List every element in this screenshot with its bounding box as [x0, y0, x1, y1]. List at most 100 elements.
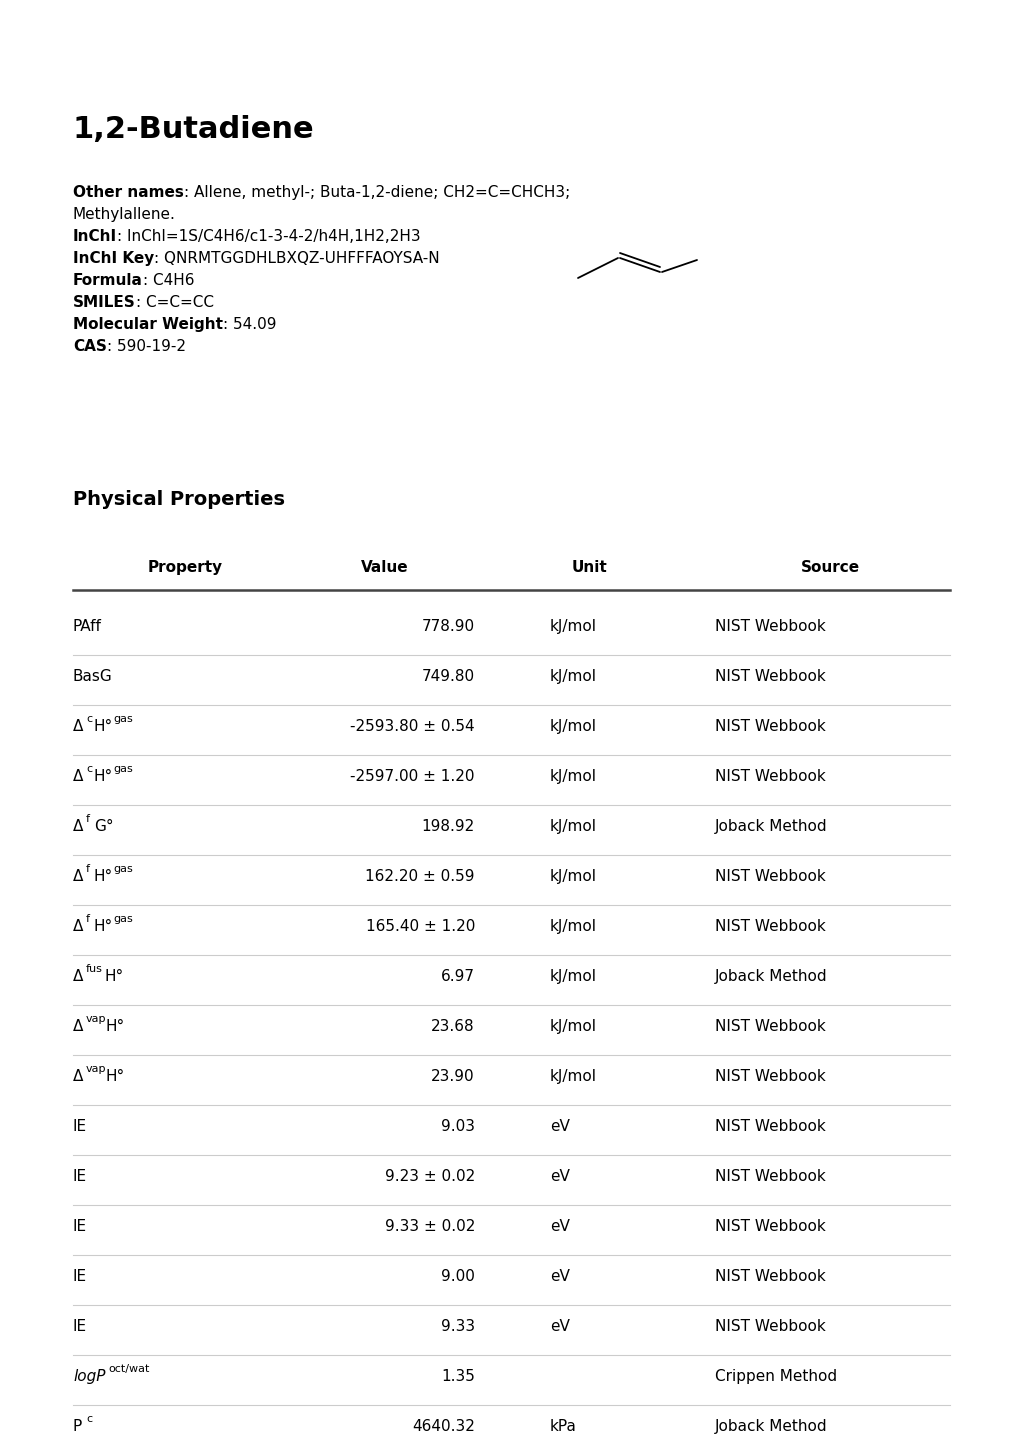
Text: H°: H°: [94, 870, 113, 884]
Text: H°: H°: [94, 919, 113, 934]
Text: eV: eV: [549, 1218, 570, 1234]
Text: 9.23 ± 0.02: 9.23 ± 0.02: [384, 1169, 475, 1184]
Text: CAS: CAS: [73, 339, 107, 353]
Text: Unit: Unit: [572, 559, 607, 575]
Text: Molecular Weight: Molecular Weight: [73, 317, 223, 332]
Text: IE: IE: [73, 1319, 87, 1334]
Text: Δ: Δ: [73, 969, 84, 983]
Text: NIST Webbook: NIST Webbook: [714, 769, 825, 784]
Text: gas: gas: [113, 764, 132, 774]
Text: eV: eV: [549, 1269, 570, 1283]
Text: c: c: [86, 1415, 92, 1425]
Text: fus: fus: [86, 965, 103, 973]
Text: kJ/mol: kJ/mol: [549, 720, 596, 734]
Text: oct/wat: oct/wat: [108, 1364, 149, 1374]
Text: kJ/mol: kJ/mol: [549, 969, 596, 983]
Text: -2593.80 ± 0.54: -2593.80 ± 0.54: [351, 720, 475, 734]
Text: Methylallene.: Methylallene.: [73, 208, 175, 222]
Text: Physical Properties: Physical Properties: [73, 490, 284, 509]
Text: kJ/mol: kJ/mol: [549, 769, 596, 784]
Text: NIST Webbook: NIST Webbook: [714, 1169, 825, 1184]
Text: InChI Key: InChI Key: [73, 251, 154, 265]
Text: vap: vap: [86, 1014, 106, 1024]
Text: NIST Webbook: NIST Webbook: [714, 1019, 825, 1034]
Text: NIST Webbook: NIST Webbook: [714, 919, 825, 934]
Text: Δ: Δ: [73, 720, 84, 734]
Text: 9.33: 9.33: [440, 1319, 475, 1334]
Text: 778.90: 778.90: [422, 619, 475, 634]
Text: IE: IE: [73, 1269, 87, 1283]
Text: InChI: InChI: [73, 229, 117, 244]
Text: vap: vap: [86, 1064, 106, 1074]
Text: NIST Webbook: NIST Webbook: [714, 1269, 825, 1283]
Text: NIST Webbook: NIST Webbook: [714, 1319, 825, 1334]
Text: 6.97: 6.97: [440, 969, 475, 983]
Text: Joback Method: Joback Method: [714, 969, 826, 983]
Text: eV: eV: [549, 1319, 570, 1334]
Text: kJ/mol: kJ/mol: [549, 919, 596, 934]
Text: IE: IE: [73, 1218, 87, 1234]
Text: G°: G°: [94, 819, 113, 833]
Text: logP: logP: [73, 1368, 105, 1384]
Text: 4640.32: 4640.32: [412, 1419, 475, 1433]
Text: Δ: Δ: [73, 870, 84, 884]
Text: NIST Webbook: NIST Webbook: [714, 1069, 825, 1084]
Text: kJ/mol: kJ/mol: [549, 819, 596, 833]
Text: 1,2-Butadiene: 1,2-Butadiene: [73, 115, 314, 144]
Text: : 54.09: : 54.09: [223, 317, 276, 332]
Text: NIST Webbook: NIST Webbook: [714, 870, 825, 884]
Text: kJ/mol: kJ/mol: [549, 1069, 596, 1084]
Text: Δ: Δ: [73, 919, 84, 934]
Text: : 590-19-2: : 590-19-2: [107, 339, 185, 353]
Text: gas: gas: [113, 864, 132, 874]
Text: 23.68: 23.68: [431, 1019, 475, 1034]
Text: Joback Method: Joback Method: [714, 1419, 826, 1433]
Text: 749.80: 749.80: [422, 669, 475, 684]
Text: -2597.00 ± 1.20: -2597.00 ± 1.20: [351, 769, 475, 784]
Text: kJ/mol: kJ/mol: [549, 619, 596, 634]
Text: eV: eV: [549, 1169, 570, 1184]
Text: Crippen Method: Crippen Method: [714, 1368, 837, 1384]
Text: Δ: Δ: [73, 1019, 84, 1034]
Text: c: c: [86, 764, 92, 774]
Text: 23.90: 23.90: [431, 1069, 475, 1084]
Text: H°: H°: [106, 1069, 125, 1084]
Text: eV: eV: [549, 1119, 570, 1133]
Text: Joback Method: Joback Method: [714, 819, 826, 833]
Text: : Allene, methyl-; Buta-1,2-diene; CH2=C=CHCH3;: : Allene, methyl-; Buta-1,2-diene; CH2=C…: [183, 185, 570, 200]
Text: NIST Webbook: NIST Webbook: [714, 669, 825, 684]
Text: f: f: [86, 813, 90, 823]
Text: H°: H°: [94, 720, 113, 734]
Text: : InChI=1S/C4H6/c1-3-4-2/h4H,1H2,2H3: : InChI=1S/C4H6/c1-3-4-2/h4H,1H2,2H3: [117, 229, 421, 244]
Text: f: f: [86, 914, 90, 924]
Text: kJ/mol: kJ/mol: [549, 870, 596, 884]
Text: 165.40 ± 1.20: 165.40 ± 1.20: [365, 919, 475, 934]
Text: H°: H°: [106, 1019, 125, 1034]
Text: Source: Source: [800, 559, 859, 575]
Text: 1.35: 1.35: [440, 1368, 475, 1384]
Text: H°: H°: [94, 769, 113, 784]
Text: : C4H6: : C4H6: [143, 273, 195, 288]
Text: Δ: Δ: [73, 769, 84, 784]
Text: SMILES: SMILES: [73, 296, 136, 310]
Text: Value: Value: [361, 559, 409, 575]
Text: 9.33 ± 0.02: 9.33 ± 0.02: [384, 1218, 475, 1234]
Text: gas: gas: [113, 714, 132, 724]
Text: 9.00: 9.00: [440, 1269, 475, 1283]
Text: Property: Property: [148, 559, 222, 575]
Text: IE: IE: [73, 1119, 87, 1133]
Text: 9.03: 9.03: [440, 1119, 475, 1133]
Text: NIST Webbook: NIST Webbook: [714, 720, 825, 734]
Text: NIST Webbook: NIST Webbook: [714, 1119, 825, 1133]
Text: NIST Webbook: NIST Webbook: [714, 619, 825, 634]
Text: Δ: Δ: [73, 819, 84, 833]
Text: H°: H°: [105, 969, 124, 983]
Text: : C=C=CC: : C=C=CC: [136, 296, 214, 310]
Text: Formula: Formula: [73, 273, 143, 288]
Text: kJ/mol: kJ/mol: [549, 1019, 596, 1034]
Text: Other names: Other names: [73, 185, 183, 200]
Text: Δ: Δ: [73, 1069, 84, 1084]
Text: kPa: kPa: [549, 1419, 577, 1433]
Text: kJ/mol: kJ/mol: [549, 669, 596, 684]
Text: PAff: PAff: [73, 619, 102, 634]
